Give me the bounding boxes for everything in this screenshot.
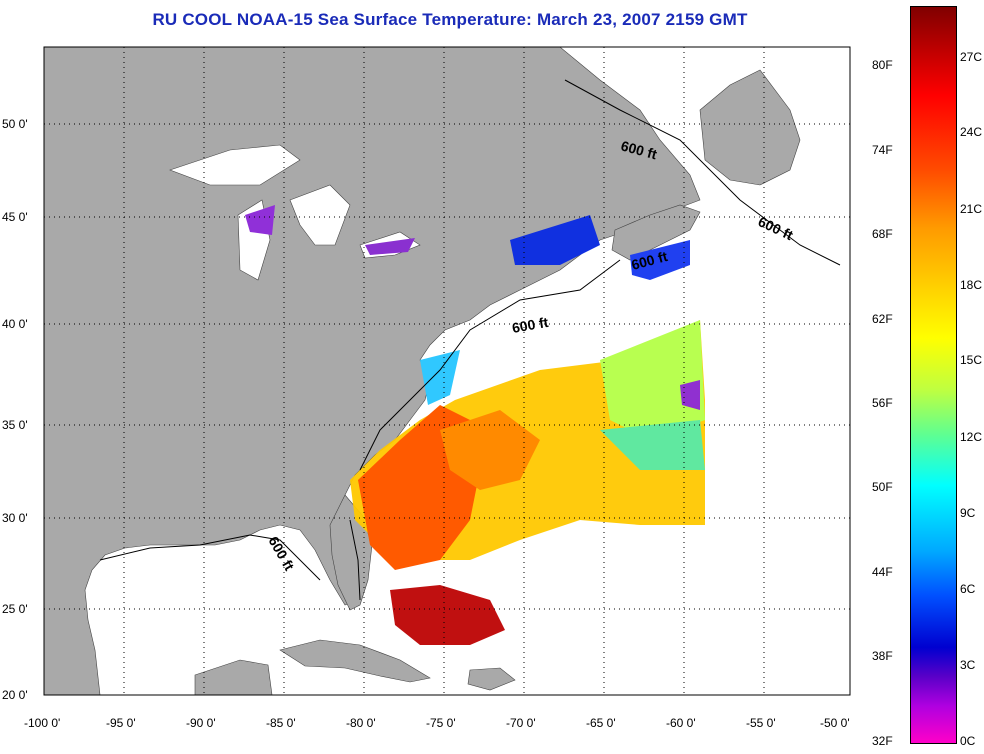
lat-label: 35 0'	[2, 418, 28, 432]
c-label: 0C	[960, 734, 976, 748]
lon-label: -60 0'	[666, 716, 696, 730]
c-label: 9C	[960, 506, 976, 520]
contour-label-4: 600 ft	[511, 314, 550, 336]
temperature-colorbar	[910, 6, 957, 744]
graticule	[44, 47, 850, 695]
c-label: 18C	[960, 278, 983, 292]
lat-label: 45 0'	[2, 210, 28, 224]
lat-label: 40 0'	[2, 317, 28, 331]
c-label: 3C	[960, 658, 976, 672]
lat-label: 20 0'	[2, 688, 28, 702]
lon-label: -55 0'	[746, 716, 776, 730]
f-label: 68F	[872, 227, 893, 241]
lon-label: -100 0'	[24, 716, 60, 730]
c-label: 6C	[960, 582, 976, 596]
lat-label: 50 0'	[2, 117, 28, 131]
lon-label: -90 0'	[186, 716, 216, 730]
lat-label: 25 0'	[2, 602, 28, 616]
lon-label: -65 0'	[586, 716, 616, 730]
f-label: 50F	[872, 480, 893, 494]
c-label: 15C	[960, 353, 983, 367]
f-label: 74F	[872, 143, 893, 157]
f-label: 56F	[872, 396, 893, 410]
f-label: 80F	[872, 58, 893, 72]
map-frame	[43, 46, 851, 696]
f-label: 44F	[872, 565, 893, 579]
f-label: 38F	[872, 649, 893, 663]
lon-label: -75 0'	[426, 716, 456, 730]
lon-label: -80 0'	[346, 716, 376, 730]
lon-label: -95 0'	[106, 716, 136, 730]
lon-label: -50 0'	[820, 716, 850, 730]
lat-label: 30 0'	[2, 511, 28, 525]
f-label: 62F	[872, 312, 893, 326]
c-label: 24C	[960, 125, 983, 139]
c-label: 12C	[960, 430, 983, 444]
c-label: 27C	[960, 50, 983, 64]
latitude-labels: 50 0' 45 0' 40 0' 35 0' 30 0' 25 0' 20 0…	[2, 117, 28, 702]
longitude-labels: -100 0' -95 0' -90 0' -85 0' -80 0' -75 …	[24, 716, 850, 730]
lon-label: -85 0'	[266, 716, 296, 730]
sst-swath	[245, 205, 705, 645]
c-label: 21C	[960, 202, 983, 216]
map-title: RU COOL NOAA-15 Sea Surface Temperature:…	[152, 10, 748, 29]
f-label: 32F	[872, 734, 893, 748]
lon-label: -70 0'	[506, 716, 536, 730]
